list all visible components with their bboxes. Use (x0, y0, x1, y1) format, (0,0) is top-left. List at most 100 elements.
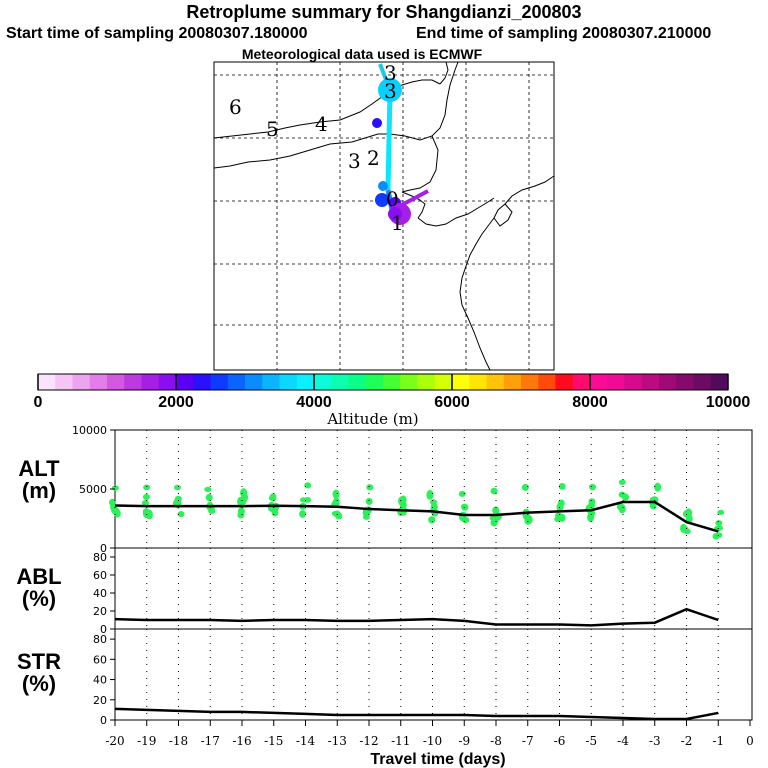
particle-dot (332, 497, 340, 508)
y-tick-label: 5000 (79, 483, 107, 496)
particle-dot (461, 503, 469, 511)
particle-dot (237, 507, 245, 516)
colorbar-swatch (55, 374, 73, 390)
particle-dot (426, 489, 434, 500)
x-tick-label: -13 (328, 734, 347, 748)
particle-dot (304, 482, 312, 489)
plume-day-labels: 3 3 6 5 4 3 2 0 1 (229, 61, 404, 235)
particle-dot (142, 508, 150, 516)
particle-dot (299, 510, 307, 518)
x-tick-label: -11 (391, 734, 410, 748)
colorbar-swatch (348, 374, 367, 390)
particle-dot (587, 512, 595, 522)
colorbar-swatch (676, 374, 694, 390)
colorbar-swatch (331, 374, 349, 390)
colorbar-swatch (193, 374, 211, 390)
alt-particle-scatter (108, 479, 725, 540)
y-tick-label: 0 (100, 714, 107, 727)
abl-panel-frame (114, 547, 753, 630)
colorbar-swatch (383, 374, 401, 390)
y-tick-label: 0 (100, 623, 107, 636)
str-label-unit: (%) (21, 671, 57, 696)
colorbar-swatch (555, 374, 574, 390)
str-series-line (114, 707, 719, 721)
colorbar-swatch (124, 374, 142, 390)
y-tick-label: 60 (93, 569, 107, 582)
colorbar-swatch (227, 374, 246, 390)
particle-dot (715, 525, 723, 531)
y-tick-label: 20 (93, 694, 107, 707)
start-time-label: Start time of sampling 20080307.180000 (6, 25, 308, 42)
x-tick-label: -3 (649, 734, 661, 748)
colorbar-tick-label: 4000 (296, 394, 332, 411)
colorbar-swatch (624, 374, 643, 390)
x-tick-label: -20 (105, 734, 124, 748)
colorbar-swatch (486, 374, 505, 390)
particle-dot (558, 482, 566, 490)
colorbar-tick-label: 8000 (572, 394, 608, 411)
y-tick-label: 60 (93, 653, 107, 666)
colorbar-swatch (158, 374, 177, 390)
str-label-name: STR (17, 649, 61, 674)
particle-dot (715, 520, 723, 526)
colorbar-swatch (314, 374, 332, 390)
abl-label-unit: (%) (21, 586, 57, 611)
particle-dot (588, 483, 596, 491)
y-tick-label: 80 (93, 551, 107, 564)
particle-dot (398, 496, 406, 506)
particle-dot (205, 493, 213, 502)
plume-segment (385, 89, 393, 191)
plume-label: 1 (391, 211, 404, 235)
x-tick-label: -9 (458, 734, 470, 748)
colorbar-swatch (38, 374, 56, 390)
particle-dot (428, 516, 436, 524)
met-data-label: Meteorological data used is ECMWF (241, 46, 483, 62)
colorbar-swatch (400, 374, 418, 390)
colorbar-swatch (641, 374, 660, 390)
x-tick-label: -2 (681, 734, 693, 748)
retroplume-map: 3 3 6 5 4 3 2 0 1 (213, 61, 555, 371)
plume-label: 3 (348, 149, 361, 173)
colorbar-swatch (107, 374, 125, 390)
colorbar-swatch (469, 374, 487, 390)
colorbar-swatch (659, 374, 677, 390)
particle-dot (204, 486, 212, 492)
plume-label: 4 (315, 112, 328, 136)
plume-track (372, 63, 429, 225)
colorbar-swatch (176, 374, 194, 390)
particle-dot (490, 487, 498, 495)
str-label: STR (%) (12, 651, 66, 695)
colorbar-swatch (72, 374, 91, 390)
alt-label-unit: (m) (21, 478, 57, 503)
particle-dot (587, 501, 595, 510)
plume-label: 3 (384, 61, 397, 85)
colorbar-swatch (417, 374, 436, 390)
colorbar-swatch (607, 374, 625, 390)
particle-dot (304, 497, 312, 503)
map-frame (213, 61, 555, 371)
particle-dot (108, 498, 116, 507)
x-tick-label: -18 (169, 734, 188, 748)
x-tick-label: 0 (746, 734, 754, 748)
colorbar-swatch (572, 374, 591, 390)
colorbar-swatch (503, 374, 522, 390)
x-tick-label: -5 (585, 734, 597, 748)
abl-label-name: ABL (16, 564, 62, 589)
x-tick-label: -4 (617, 734, 629, 748)
plume-blob (372, 118, 382, 128)
colorbar-swatch (538, 374, 556, 390)
y-tick-label: 0 (100, 542, 107, 555)
particle-dot (458, 490, 466, 497)
map-borders (213, 61, 555, 371)
x-tick-label: -14 (296, 734, 316, 748)
x-tick-label: -8 (490, 734, 502, 748)
particle-dot (680, 523, 688, 533)
colorbar-swatch (262, 374, 280, 390)
particle-dot (332, 489, 340, 499)
particle-dot (556, 502, 564, 513)
plume-label: 3 (384, 79, 397, 103)
plume-blob (375, 193, 389, 207)
plume-label: 6 (229, 95, 242, 119)
